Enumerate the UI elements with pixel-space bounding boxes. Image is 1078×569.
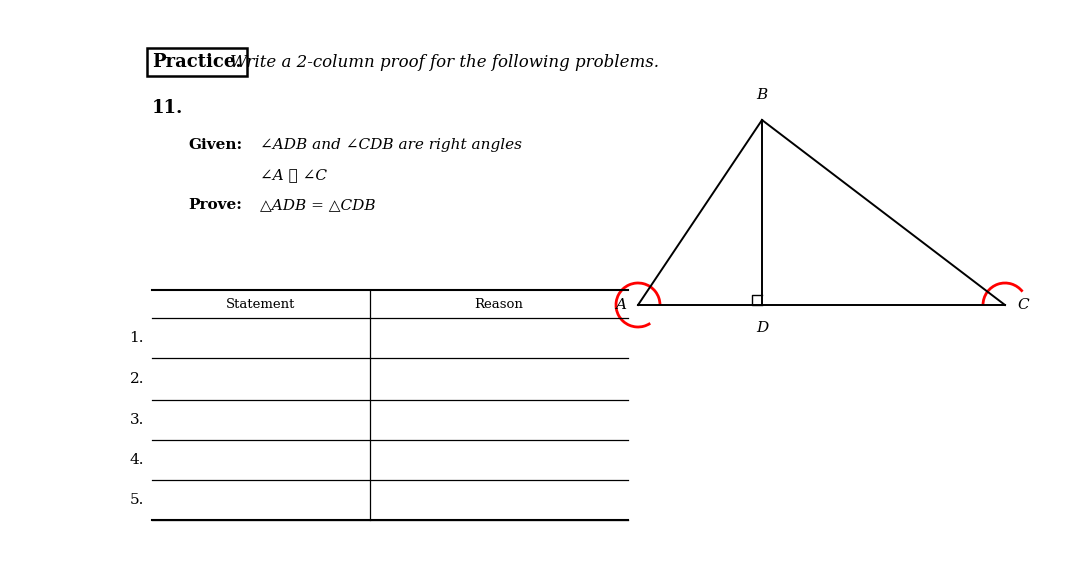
Text: Reason: Reason — [474, 298, 524, 311]
Text: Given:: Given: — [188, 138, 243, 152]
Text: 3.: 3. — [129, 413, 144, 427]
Text: 4.: 4. — [129, 453, 144, 467]
Text: Practice.: Practice. — [152, 53, 241, 71]
Text: C: C — [1017, 298, 1028, 312]
Text: ∠A ≅ ∠C: ∠A ≅ ∠C — [260, 168, 327, 182]
Text: ∠ADB and ∠CDB are right angles: ∠ADB and ∠CDB are right angles — [260, 138, 522, 152]
Text: B: B — [757, 88, 768, 102]
Text: 2.: 2. — [129, 372, 144, 386]
Text: Statement: Statement — [226, 298, 295, 311]
Text: A: A — [616, 298, 626, 312]
Text: 5.: 5. — [129, 493, 144, 507]
Text: Write a 2-column proof for the following problems.: Write a 2-column proof for the following… — [230, 53, 659, 71]
Text: △ADB = △CDB: △ADB = △CDB — [260, 198, 375, 212]
Text: 1.: 1. — [129, 331, 144, 345]
Text: Prove:: Prove: — [188, 198, 241, 212]
Text: D: D — [756, 321, 769, 335]
Text: 11.: 11. — [152, 99, 183, 117]
